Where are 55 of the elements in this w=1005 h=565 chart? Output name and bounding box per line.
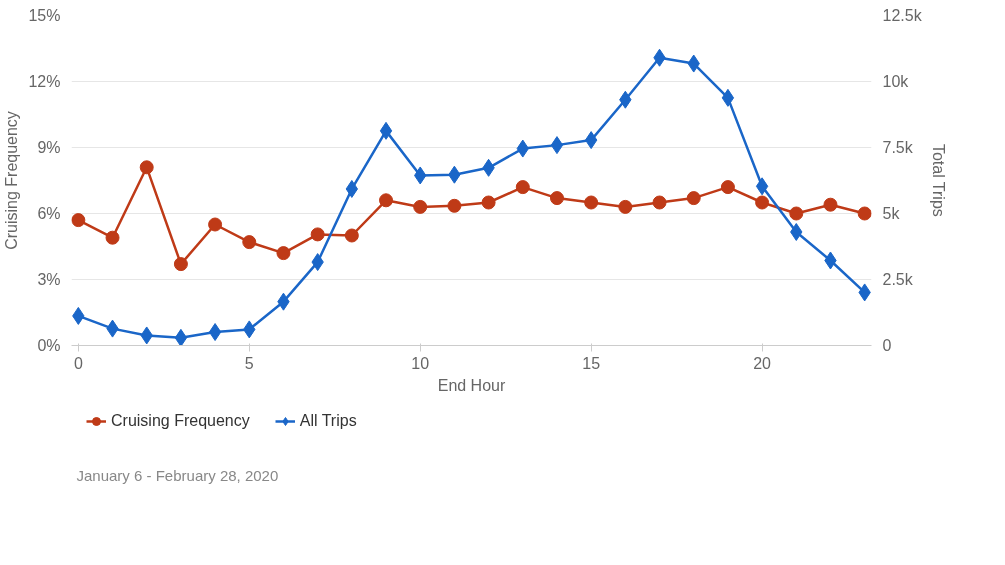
- text: January 6 - February 28, 2020: [76, 466, 279, 484]
- point: [310, 227, 325, 242]
- point: [344, 228, 359, 243]
- point: [105, 230, 120, 245]
- y2-tick-label: 12.5k: [882, 7, 923, 24]
- point: [71, 213, 86, 228]
- point: [721, 88, 735, 107]
- point: [857, 206, 872, 221]
- point: [515, 180, 530, 195]
- point: [345, 179, 359, 198]
- point: [618, 199, 633, 214]
- point: [447, 198, 462, 213]
- point: [550, 136, 564, 155]
- point: [208, 323, 222, 342]
- x-tick-label: 20: [753, 354, 772, 372]
- point: [584, 131, 598, 150]
- y-tick-label: 12%: [28, 73, 61, 90]
- y-tick-label: 6%: [37, 205, 61, 222]
- legend-label: Cruising Frequency: [111, 412, 250, 430]
- point: [242, 235, 257, 250]
- y2-tick-label: 0: [882, 337, 892, 354]
- point: [276, 246, 291, 261]
- x-axis-title: End Hour: [437, 376, 506, 394]
- point: [549, 191, 564, 206]
- point: [208, 217, 223, 232]
- point: [686, 191, 701, 206]
- point: [173, 257, 188, 272]
- point: [720, 180, 735, 195]
- x-tick-label: 0: [73, 354, 83, 372]
- point: [481, 195, 496, 210]
- legend-label: All Trips: [299, 412, 357, 430]
- y-tick-label: 0%: [37, 337, 61, 354]
- point: [379, 193, 394, 208]
- y-tick-label: 3%: [37, 271, 61, 288]
- y-tick-label: 9%: [37, 139, 61, 156]
- point: [652, 195, 667, 210]
- point: [584, 195, 599, 210]
- x-tick-label: 10: [411, 354, 430, 372]
- x-tick-label: 5: [244, 354, 254, 372]
- point: [823, 197, 838, 212]
- y-axis-title: Cruising Frequency: [3, 111, 21, 250]
- x-tick-label: 15: [582, 354, 601, 372]
- point: [755, 195, 770, 210]
- y-tick-label: 15%: [28, 7, 61, 24]
- point: [789, 206, 804, 221]
- point: [139, 160, 154, 175]
- y2-axis-title: Total Trips: [929, 143, 947, 217]
- y2-tick-label: 5k: [882, 205, 901, 222]
- point: [413, 199, 428, 214]
- y2-tick-label: 2.5k: [882, 271, 914, 288]
- point: [379, 121, 393, 140]
- y2-tick-label: 10k: [882, 73, 910, 90]
- y2-tick-label: 7.5k: [882, 139, 914, 156]
- point: [174, 328, 188, 346]
- point: [755, 177, 769, 196]
